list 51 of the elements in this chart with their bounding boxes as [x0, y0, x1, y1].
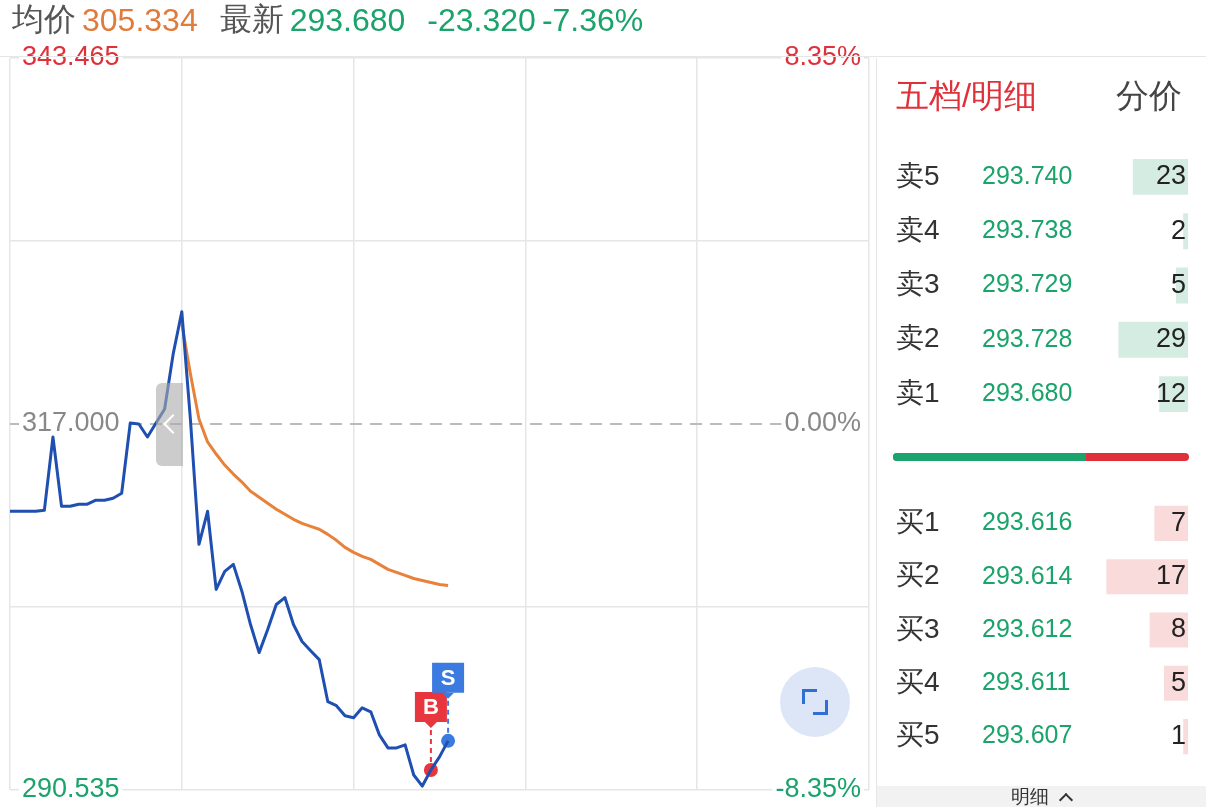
y-tick-label: 买1	[896, 506, 940, 538]
text: -7.36%	[541, 1, 644, 39]
text: 293.614	[982, 560, 1073, 589]
bar	[1106, 559, 1188, 595]
data-label: 29	[1155, 323, 1186, 354]
data-label: 5	[1170, 268, 1186, 299]
y-tick-label: 卖1	[896, 376, 940, 408]
data-label: 8	[1170, 613, 1186, 644]
y-tick-label: 290.535	[22, 773, 120, 804]
data-label: 12	[1155, 377, 1186, 408]
data-label: 7	[1170, 506, 1186, 537]
text: -23.320	[427, 1, 536, 39]
bar	[1154, 505, 1188, 542]
text: 293.729	[982, 269, 1073, 298]
data-label: B	[422, 694, 439, 720]
text: 293.616	[982, 507, 1073, 536]
y-tick-label: 买2	[896, 559, 940, 591]
text: 293.607	[982, 720, 1073, 749]
text: 最新	[219, 0, 284, 39]
text: 293.611	[982, 667, 1071, 696]
y-tick-label: 卖3	[896, 268, 940, 300]
text: 305.334	[82, 1, 198, 39]
text: 293.680	[289, 1, 406, 39]
bar	[1183, 213, 1188, 250]
text: 均价	[12, 0, 76, 39]
y-tick-label: 买3	[896, 612, 940, 644]
y2-tick-label: -8.35%	[775, 773, 861, 804]
text: 293.740	[982, 160, 1073, 189]
y2-tick-label: 0.00%	[784, 407, 861, 438]
data-label: S	[440, 664, 456, 690]
y-tick-label: 卖2	[896, 322, 940, 354]
text: 293.738	[982, 215, 1073, 244]
data-label: 17	[1155, 560, 1186, 591]
text: 293.728	[982, 323, 1073, 352]
data-label: 5	[1170, 666, 1186, 697]
text: 293.680	[982, 377, 1073, 406]
data-label: 23	[1155, 160, 1186, 191]
y-tick-label: 343.465	[22, 41, 120, 72]
y-tick-label: 卖5	[896, 159, 940, 191]
data-label: 1	[1170, 720, 1186, 751]
chart-title: 五档/明细	[896, 76, 1038, 116]
bar	[1118, 321, 1188, 358]
y-tick-label: 买4	[896, 666, 940, 697]
y-tick-label: 买5	[896, 719, 940, 751]
y-tick-label: 317.000	[22, 407, 120, 438]
bar	[1183, 718, 1188, 755]
text: 明细	[1011, 786, 1049, 807]
y-tick-label: 卖4	[896, 213, 940, 245]
text: 分价	[1116, 76, 1182, 116]
text: 293.612	[982, 613, 1073, 642]
data-label: 2	[1170, 214, 1186, 245]
